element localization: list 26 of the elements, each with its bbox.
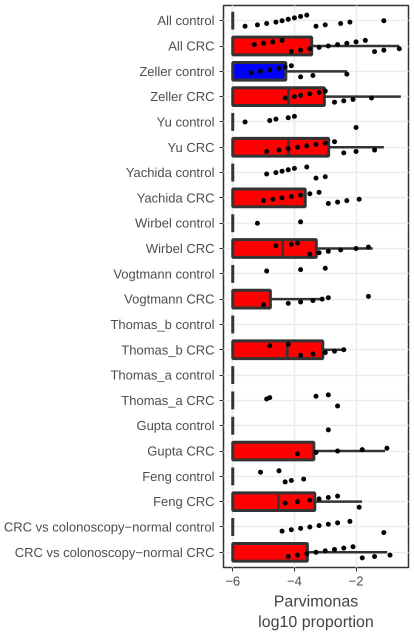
- x-tick-label: −2: [348, 574, 364, 588]
- y-tick-label: Vogtmann control: [113, 266, 215, 282]
- y-tick-label: Gupta control: [136, 418, 215, 434]
- y-tick-label: Wirbel control: [135, 216, 215, 231]
- y-tick-label: Yachida control: [126, 165, 215, 180]
- y-tick-label: Vogtmann CRC: [124, 292, 215, 307]
- y-tick-label: Wirbel CRC: [146, 241, 215, 256]
- x-tick-label: −4: [287, 574, 302, 588]
- x-axis-title: Parvimonas log10 proportion: [258, 594, 374, 631]
- y-tick-label: CRC vs colonoscopy−normal CRC: [14, 544, 215, 560]
- y-tick-label: Yu control: [156, 114, 215, 130]
- y-tick-label: Zeller control: [139, 64, 215, 79]
- y-tick-label: Thomas_a control: [110, 368, 215, 383]
- y-tick-label: Gupta CRC: [147, 444, 215, 459]
- y-tick-label: CRC vs colonoscopy−normal control: [4, 519, 215, 534]
- y-tick-label: All CRC: [168, 38, 215, 54]
- y-tick-label: Thomas_b CRC: [121, 342, 215, 358]
- x-tick-label: −6: [225, 574, 240, 588]
- y-tick-label: Yachida CRC: [136, 190, 215, 206]
- y-tick-label: Feng CRC: [153, 494, 215, 510]
- y-tick-label: All control: [157, 13, 215, 28]
- y-tick-label: Yu CRC: [168, 140, 215, 155]
- y-tick-label: Feng control: [142, 468, 215, 484]
- y-tick-label: Zeller CRC: [150, 89, 215, 104]
- y-tick-label: Thomas_a CRC: [121, 392, 215, 408]
- y-tick-label: Thomas_b control: [110, 316, 215, 332]
